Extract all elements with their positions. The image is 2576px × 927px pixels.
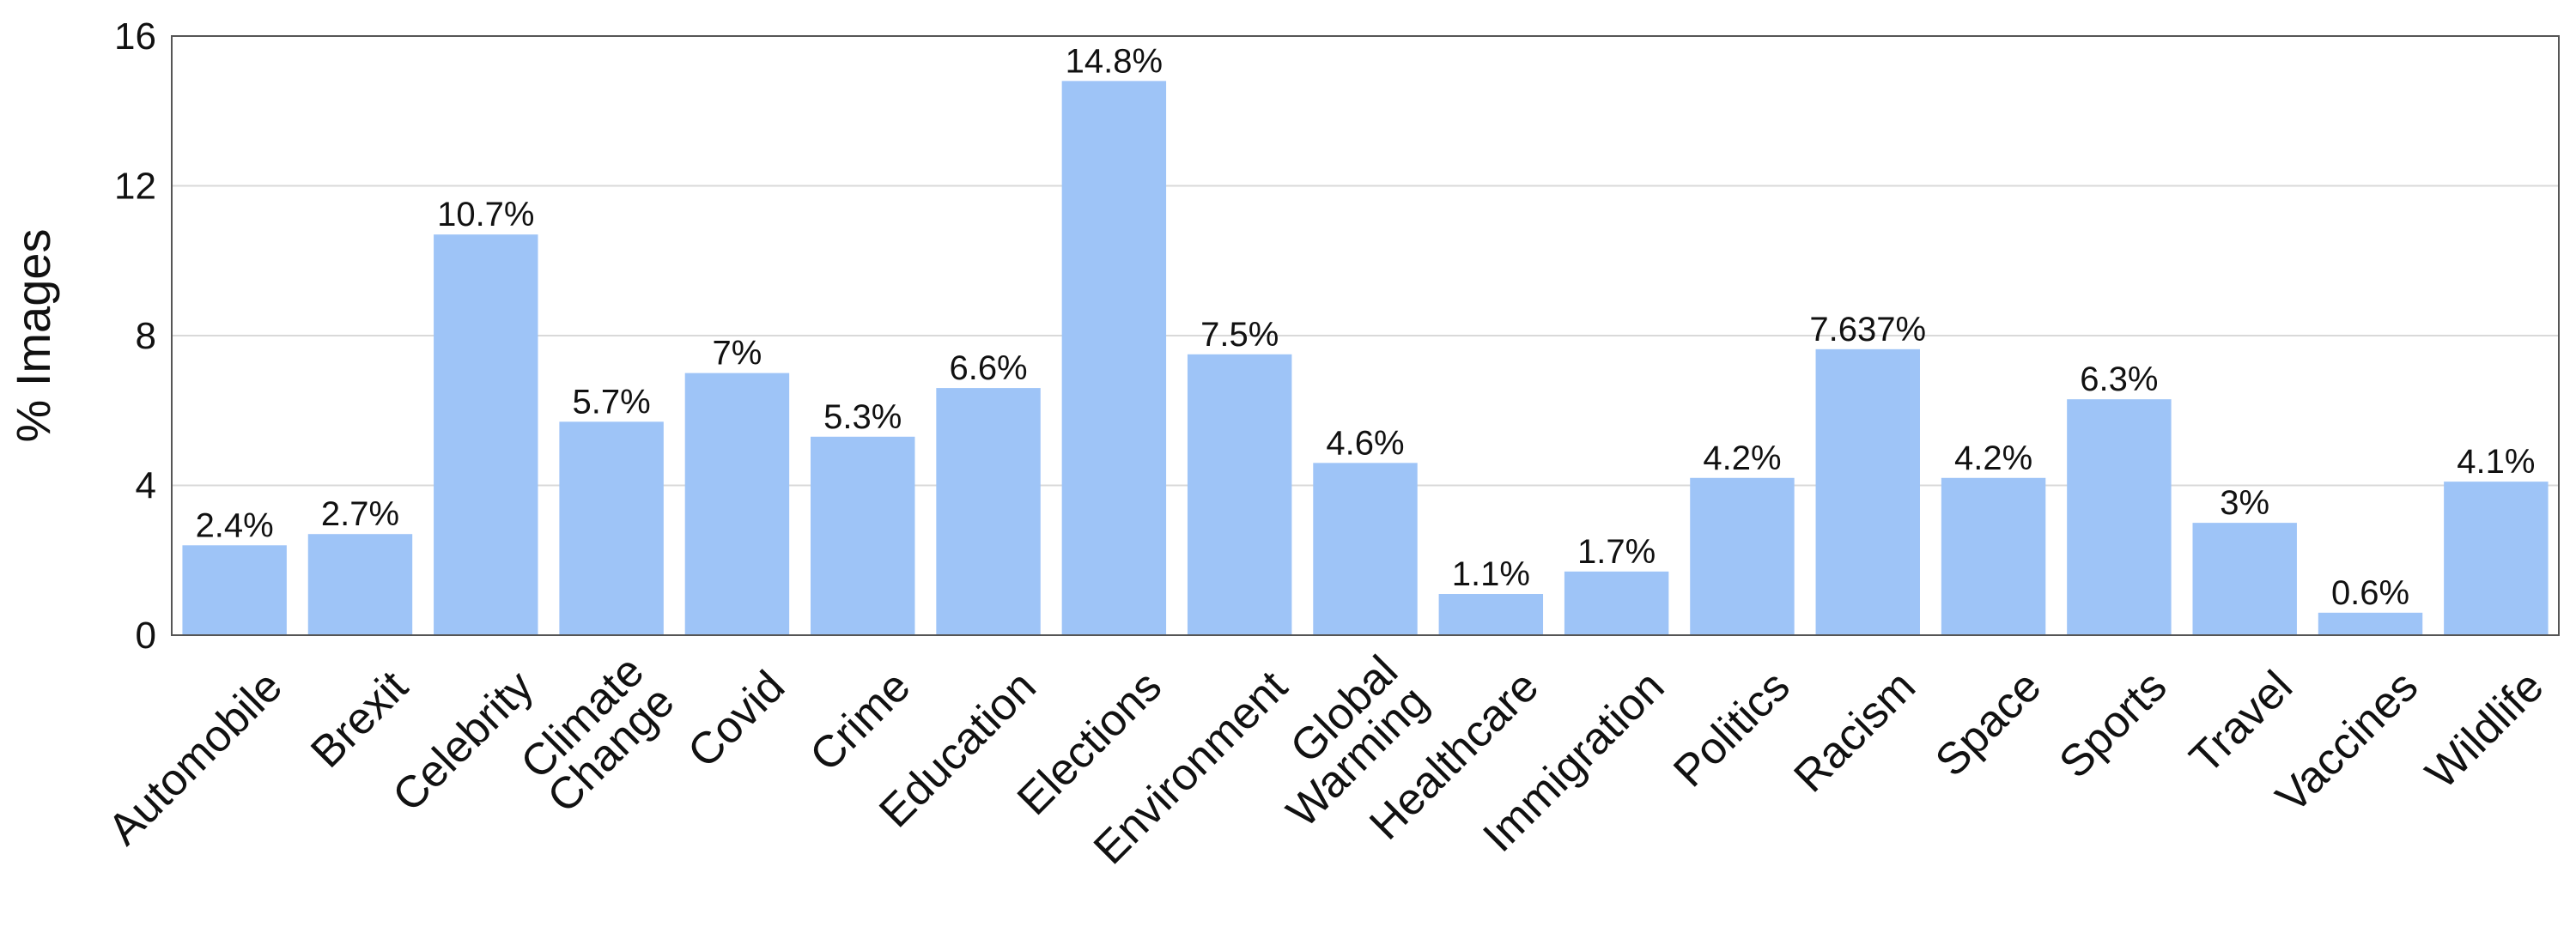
bar [434, 234, 538, 635]
x-tick-label: Racism [1784, 662, 1925, 803]
bar-value-label: 7% [713, 335, 762, 373]
bar [559, 421, 664, 635]
bar-value-label: 4.6% [1326, 424, 1404, 462]
y-tick-label: 16 [114, 15, 156, 58]
bar [1313, 463, 1418, 635]
bar-value-label: 7.637% [1809, 311, 1926, 348]
bar-value-label: 4.1% [2457, 443, 2535, 481]
bar [1690, 477, 1795, 635]
x-tick-label: Automobile [99, 662, 292, 855]
bar [307, 534, 413, 635]
y-tick-label: 0 [136, 615, 156, 657]
bar-value-label: 10.7% [437, 196, 534, 233]
bar [1438, 594, 1544, 635]
x-tick-label: Covid [678, 662, 794, 778]
bar-value-label: 4.2% [1954, 439, 2032, 477]
bar [1815, 348, 1920, 635]
y-tick-label: 8 [136, 315, 156, 357]
bars [182, 81, 2549, 636]
bar-value-label: 2.7% [321, 495, 399, 533]
x-tick-label: Wildlife [2416, 662, 2554, 799]
bar-value-label: 14.8% [1066, 42, 1163, 80]
bar-value-label: 3% [2220, 484, 2269, 522]
x-tick-label: ClimateChange [507, 646, 683, 822]
y-axis-ticks: 0 4 8 12 16 [114, 15, 156, 657]
bar [2318, 612, 2423, 635]
x-tick-label: Celebrity [383, 662, 543, 821]
bar-value-label: 1.1% [1452, 555, 1530, 593]
plot-area-frame [171, 35, 2560, 636]
bar [182, 545, 287, 635]
bar [1941, 477, 2046, 635]
bar [1564, 571, 1669, 635]
bar [811, 436, 915, 635]
y-axis-label: % Images [6, 229, 60, 443]
bar-value-label: 2.4% [196, 506, 274, 544]
y-tick-label: 4 [136, 465, 156, 507]
bar-value-label: 4.2% [1703, 439, 1781, 477]
data-labels: 2.4% 2.7% 10.7% 5.7% 7% 5.3% 6.6% 14.8% 7.5% 4.6%… [196, 42, 2536, 611]
bar-value-label: 6.6% [949, 349, 1027, 387]
x-tick-label: Crime [800, 662, 920, 781]
bar-value-label: 5.7% [573, 383, 651, 421]
x-tick-label: Brexit [301, 661, 417, 777]
bar [2192, 523, 2297, 635]
bar [684, 373, 790, 635]
x-tick-label: Travel [2180, 662, 2302, 784]
x-axis-categories: Automobile BrexitCelebrityClimateChangeCo… [99, 646, 2554, 874]
bar [2444, 482, 2549, 635]
x-tick-label: Sports [2050, 662, 2176, 788]
bar-value-label: 5.3% [823, 398, 902, 436]
bar-value-label: 6.3% [2080, 360, 2158, 398]
bar [1187, 354, 1292, 635]
x-tick-label: Space [1926, 662, 2050, 786]
bar-value-label: 0.6% [2331, 574, 2409, 612]
bar [1061, 81, 1167, 636]
bar [2067, 399, 2172, 635]
bar-value-label: 1.7% [1577, 533, 1656, 571]
bar [936, 388, 1041, 635]
x-tick-label: Politics [1664, 662, 1799, 797]
bar-value-label: 7.5% [1200, 316, 1279, 354]
y-tick-label: 12 [114, 166, 156, 208]
